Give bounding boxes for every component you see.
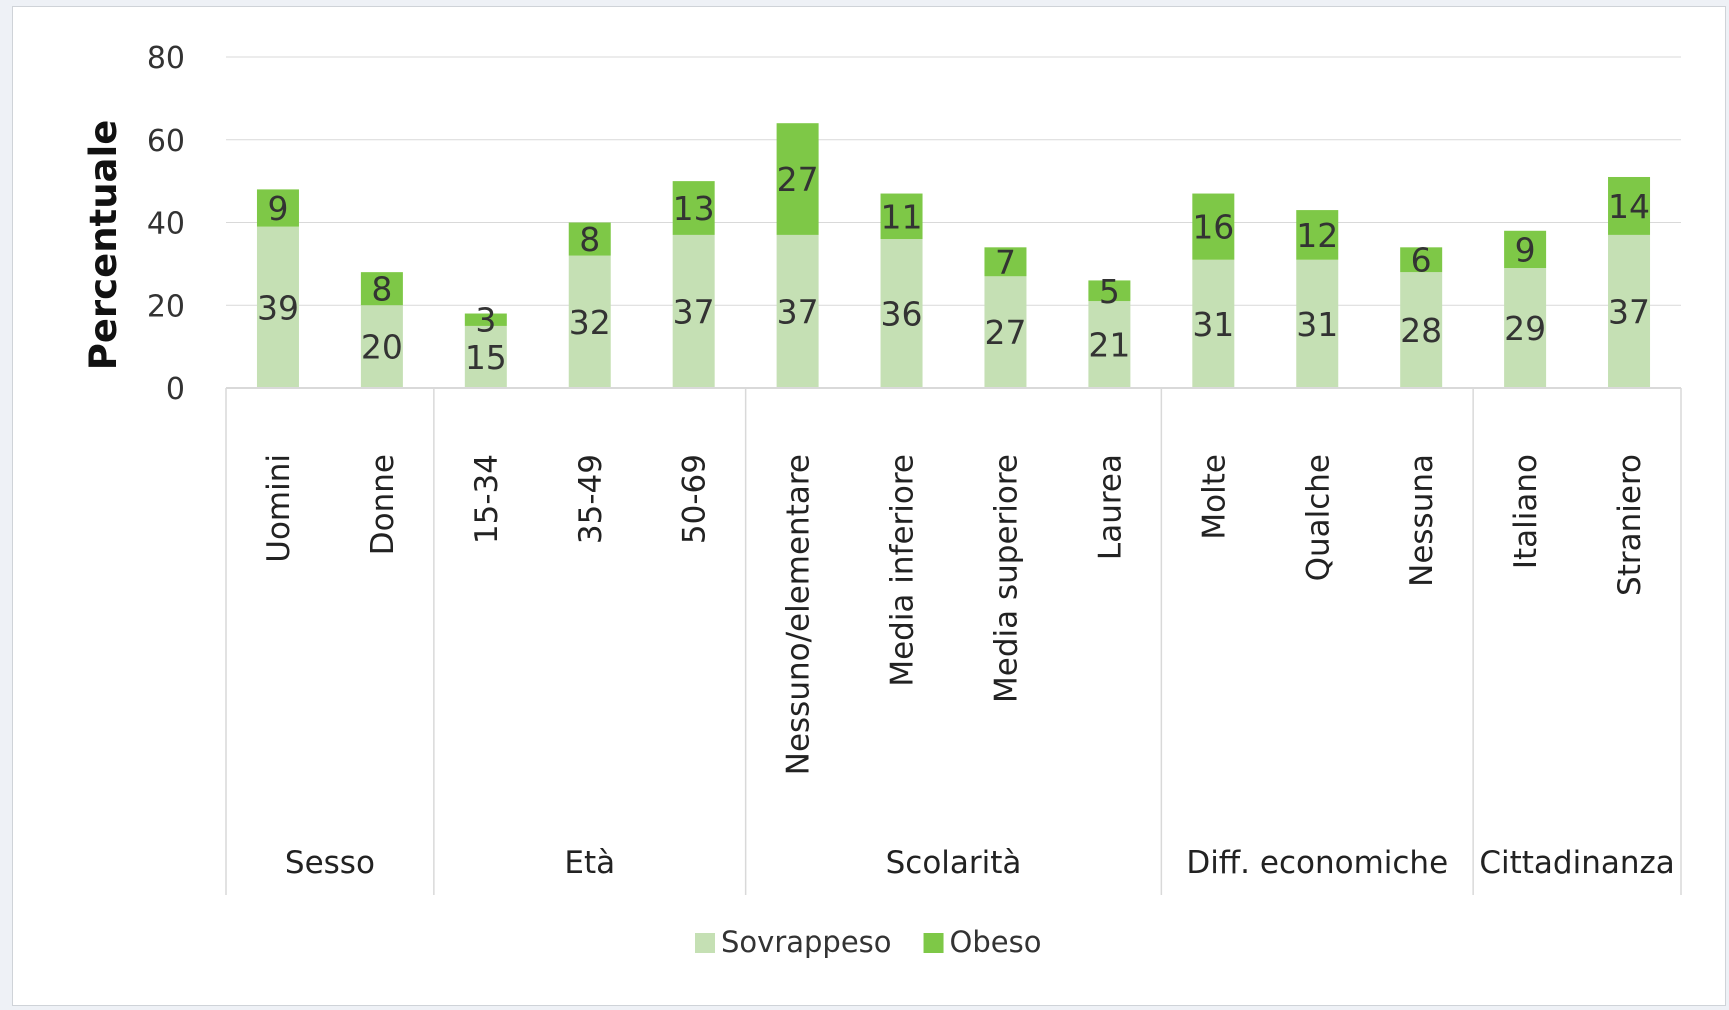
legend-label: Obeso [950,925,1042,959]
bar-obeso-7 [984,247,1027,277]
bars [256,123,1651,388]
bar-sovrappeso-13 [1608,234,1651,388]
bar-obeso-10 [1296,210,1339,260]
y-tick-label: 40 [147,207,185,242]
data-label-sovrappeso: 27 [984,313,1026,352]
bar-sovrappeso-3 [568,255,611,388]
bar-obeso-5 [776,123,819,235]
bar-obeso-0 [256,189,299,227]
data-label-obeso: 16 [1192,208,1234,247]
x-tick-label: Nessuna [1404,454,1440,587]
group-label: Diff. economiche [1186,845,1448,881]
bar-obeso-13 [1608,176,1651,235]
x-tick-label: Straniero [1612,454,1648,596]
bar-sovrappeso-10 [1296,259,1339,388]
group-label: Scolarità [886,845,1022,881]
data-label-obeso: 8 [579,220,600,259]
y-tick-label: 20 [147,289,185,324]
bar-sovrappeso-11 [1400,272,1443,388]
stacked-bar-chart: 39 9 20 8 153 32 8 37 13 37 27 36 11 27 7 21 5 31 16 31 12 28… [82,41,1682,959]
x-tick-label: Laurea [1092,454,1128,560]
x-tick-label: Donne [365,454,401,555]
x-tick-label: Molte [1196,454,1232,540]
bar-obeso-1 [360,272,403,306]
data-label-sovrappeso: 37 [1608,292,1650,331]
data-label-obeso: 11 [881,197,923,236]
bar-sovrappeso-0 [256,226,299,388]
data-label-obeso: 7 [995,243,1016,282]
legend-item-obeso: Obeso [923,925,1042,959]
legend-label: Sovrappeso [721,925,892,959]
x-tick-label: Media superiore [988,454,1024,703]
data-label-sovrappeso: 37 [777,292,819,331]
data-label-sovrappeso: 37 [673,292,715,331]
data-label-sovrappeso: 36 [881,295,923,334]
bar-sovrappeso-5 [776,234,819,388]
bar-sovrappeso-2 [464,325,507,388]
bar-obeso-11 [1400,247,1443,273]
data-label-obeso: 8 [371,270,392,309]
data-labels: 39 9 20 8 153 32 8 37 13 37 27 36 11 27 7 21 5 31 16 31 12 28… [257,160,1650,377]
x-tick-label: Qualche [1300,454,1336,581]
y-tick-label: 80 [147,41,185,76]
data-label-obeso: 3 [475,301,496,340]
data-label-sovrappeso: 20 [361,328,403,367]
group-label: Età [564,845,615,881]
bar-obeso-8 [1088,280,1131,302]
data-label-sovrappeso: 15 [465,338,507,377]
bar-obeso-6 [880,193,923,240]
bar-sovrappeso-6 [880,239,923,388]
bar-sovrappeso-8 [1088,301,1131,388]
data-label-obeso: 9 [267,189,288,228]
legend-item-sovrappeso: Sovrappeso [695,925,892,959]
legend-swatch [923,933,944,953]
legend: Sovrappeso Obeso [695,925,1041,959]
data-label-sovrappeso: 28 [1400,311,1442,350]
data-label-sovrappeso: 31 [1296,305,1338,344]
y-tick-label: 0 [166,372,185,407]
x-axis: Sesso Età Scolarità Diff. economiche Cittadi… [225,387,1682,895]
bar-obeso-9 [1192,193,1235,260]
x-tick-label: 50-69 [677,454,713,544]
bar-sovrappeso-7 [984,276,1027,388]
data-label-sovrappeso: 32 [569,303,611,342]
x-tick-label: 15-34 [469,454,505,544]
x-tick-label: Nessuno/elementare [781,454,817,775]
data-label-sovrappeso: 21 [1088,326,1130,365]
y-axis-label: Percentuale [82,120,125,371]
x-tick-label: 35-49 [573,454,609,544]
data-label-obeso: 5 [1099,272,1120,311]
bar-obeso-4 [672,181,715,235]
data-label-sovrappeso: 29 [1504,309,1546,348]
data-label-sovrappeso: 39 [257,288,299,327]
data-label-obeso: 9 [1515,230,1536,269]
group-label: Sesso [285,845,375,881]
x-tick-label: Media inferiore [885,454,921,687]
chart-frame: 39 9 20 8 15 3 32 8 37 13 37 27 36 11 27 7 21 5 31 16 31 12 28… [12,6,1726,1006]
bar-sovrappeso-1 [360,305,403,388]
bar-sovrappeso-9 [1192,259,1235,388]
data-label-sovrappeso: 31 [1192,305,1234,344]
x-tick-label: Italiano [1508,454,1544,569]
y-tick-label: 60 [147,124,185,159]
gridlines [226,56,1681,306]
bar-obeso-2 [464,313,507,326]
data-label-obeso: 12 [1296,216,1338,255]
legend-swatch [695,933,715,953]
data-label-obeso: 27 [777,160,819,199]
bar-obeso-3 [568,222,611,256]
data-label-obeso: 13 [673,189,715,228]
bar-sovrappeso-12 [1504,268,1547,388]
bar-obeso-12 [1504,230,1547,269]
bar-sovrappeso-4 [672,234,715,388]
group-label: Cittadinanza [1479,845,1674,881]
data-label-obeso: 14 [1608,187,1650,226]
y-axis-ticks: 0 20 40 60 80 [147,41,185,407]
x-tick-label: Uomini [261,454,297,563]
data-label-obeso: 6 [1411,241,1432,280]
